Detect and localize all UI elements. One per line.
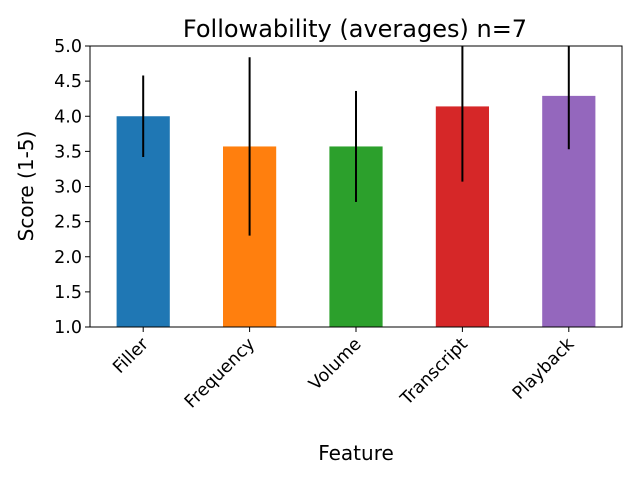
y-tick-label: 5.0 xyxy=(54,37,82,57)
y-tick-label: 3.0 xyxy=(54,178,82,198)
y-tick-label: 1.5 xyxy=(54,283,82,303)
x-tick-label: Frequency xyxy=(181,334,259,412)
x-axis: Filler Frequency Volume Transcript Playback xyxy=(109,327,579,412)
y-tick-label: 2.0 xyxy=(54,248,82,268)
y-tick-label: 4.0 xyxy=(54,107,82,127)
x-tick-label: Filler xyxy=(109,334,153,378)
y-tick-label: 3.5 xyxy=(54,142,82,162)
y-axis: 1.0 1.5 2.0 2.5 3.0 3.5 4.0 4.5 5.0 xyxy=(54,37,90,338)
chart-title: Followability (averages) n=7 xyxy=(183,15,527,43)
y-tick-label: 1.0 xyxy=(54,318,82,338)
x-axis-label: Feature xyxy=(318,441,394,465)
y-tick-label: 2.5 xyxy=(54,213,82,233)
y-tick-label: 4.5 xyxy=(54,72,82,92)
error-bars-layer xyxy=(142,46,570,236)
x-tick-label: Transcript xyxy=(396,334,472,410)
x-tick-label: Volume xyxy=(305,334,365,394)
y-axis-label: Score (1-5) xyxy=(14,131,38,242)
x-tick-label: Playback xyxy=(509,334,579,404)
